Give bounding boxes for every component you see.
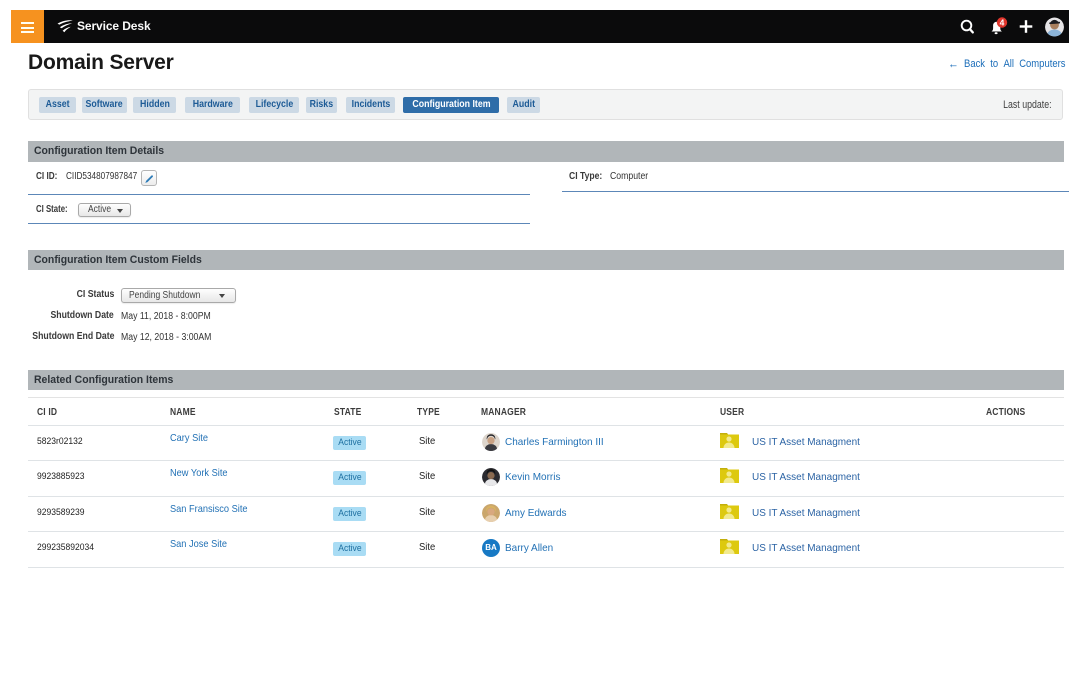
svg-text:4: 4	[1000, 18, 1005, 28]
